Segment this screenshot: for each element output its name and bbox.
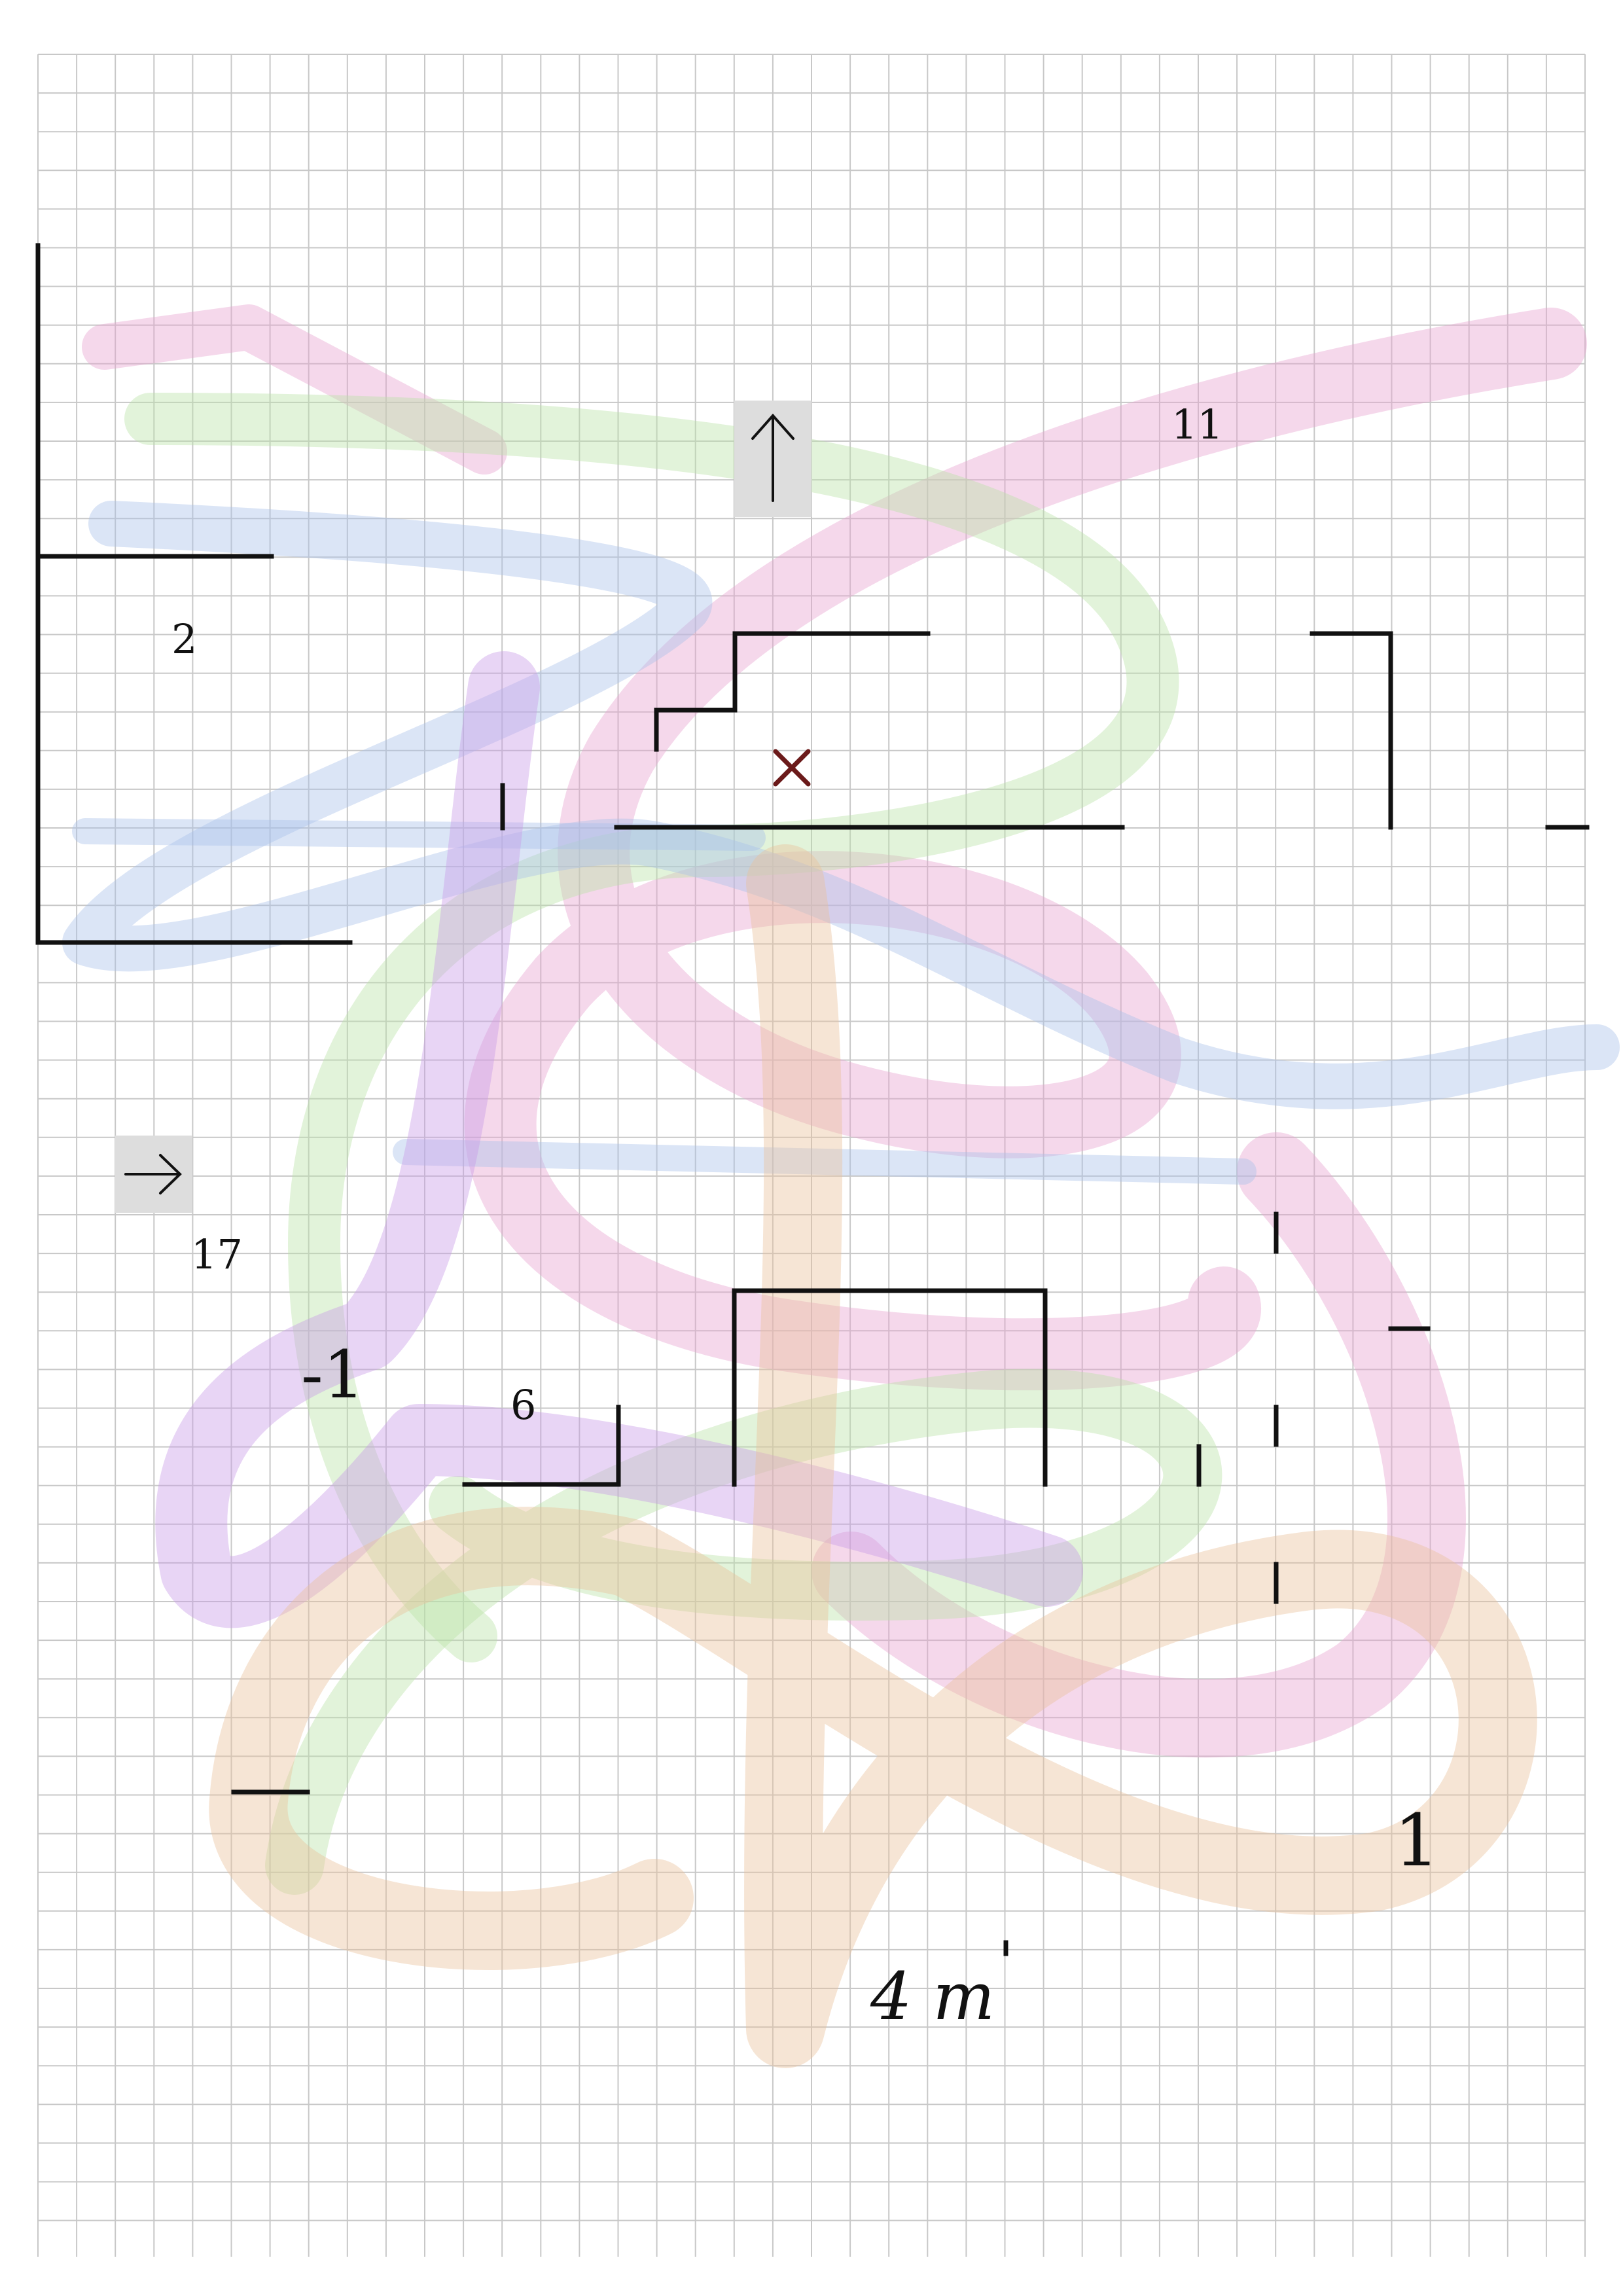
right-arrow-tile — [115, 1136, 192, 1213]
ribbon-blue-band-2 — [393, 1139, 1257, 1185]
six-bracket — [462, 1405, 621, 1487]
label-2: 2 — [171, 615, 197, 663]
ribbon-blue-band — [72, 818, 766, 851]
handwritten-4m: 4 m — [870, 1958, 995, 2035]
ribbon-tan-loop — [209, 844, 1537, 2068]
label-17: 17 — [191, 1230, 243, 1278]
right-hook-line — [1310, 631, 1393, 830]
ribbon-pink-top — [82, 304, 507, 475]
line-work — [35, 243, 1590, 1956]
label-11: 11 — [1171, 401, 1223, 448]
ribbon-pink-big-loop — [464, 308, 1587, 1391]
label-neg-1: -1 — [301, 1336, 365, 1413]
gate-bracket — [732, 1288, 1048, 1487]
left-bracket-vertical — [35, 243, 353, 945]
ribbon-blue-swoop — [62, 501, 1620, 1109]
x-mark-icon — [773, 749, 811, 787]
ribbon-pink-right — [812, 1132, 1466, 1758]
arrow-up-icon — [751, 413, 794, 502]
arrow-right-icon — [124, 1154, 182, 1194]
label-6: 6 — [510, 1381, 536, 1429]
ribbon-green-lower — [265, 1369, 1222, 1895]
label-1: 1 — [1394, 1799, 1440, 1882]
ribbon-violet — [155, 651, 1083, 1628]
up-arrow-tile — [734, 401, 812, 517]
staircase-line — [654, 631, 931, 752]
